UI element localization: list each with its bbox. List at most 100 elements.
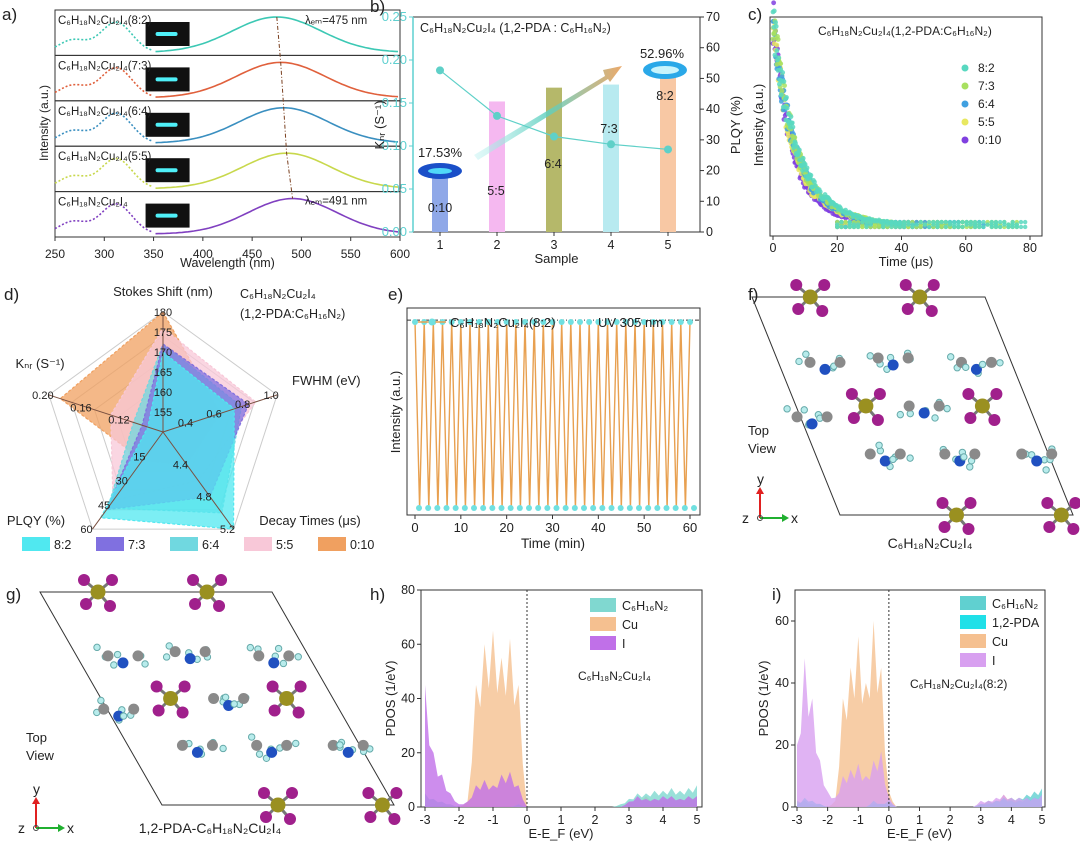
sample-glow bbox=[155, 77, 178, 82]
x-tick-label: 20 bbox=[499, 520, 513, 535]
iodine-atom bbox=[790, 279, 803, 291]
x-tick-label: 2 bbox=[947, 813, 954, 827]
nitrogen-atom bbox=[342, 746, 354, 758]
x-tick-label: 30 bbox=[545, 520, 559, 535]
carbon-atom bbox=[208, 693, 220, 704]
nitrogen-atom bbox=[970, 363, 982, 375]
hydrogen-atom bbox=[795, 357, 803, 366]
hydrogen-atom bbox=[906, 409, 914, 418]
decay-tail-point bbox=[847, 219, 852, 225]
iodine-atom bbox=[364, 811, 377, 823]
decay-tail-point bbox=[889, 219, 894, 225]
legend-swatch bbox=[22, 537, 50, 551]
trough-marker bbox=[425, 505, 432, 511]
peak-marker bbox=[503, 319, 510, 325]
x-tick-label: 250 bbox=[45, 247, 65, 261]
trough-marker bbox=[443, 505, 450, 511]
decay-point bbox=[778, 92, 784, 98]
decay-point bbox=[771, 8, 777, 14]
decay-tail-point bbox=[885, 222, 890, 227]
plot-frame bbox=[420, 589, 703, 808]
decay-point bbox=[784, 95, 789, 100]
iodine-atom bbox=[816, 305, 829, 317]
hydrogen-atom bbox=[966, 463, 974, 471]
chart-subtitle: (1,2-PDA:C₆H₁₆N₂) bbox=[240, 307, 345, 321]
decay-point bbox=[788, 114, 794, 120]
decay-tail-point bbox=[860, 219, 865, 225]
decay-tail-point bbox=[835, 222, 840, 227]
x-tick-label: -2 bbox=[822, 813, 833, 827]
legend-swatch bbox=[590, 598, 616, 612]
decay-tail-point bbox=[956, 219, 961, 225]
decay-tail-point bbox=[972, 219, 978, 225]
knr-point bbox=[493, 111, 501, 120]
panel-label: h) bbox=[370, 585, 385, 604]
panel-c-decay-chart: 8:2 7:3 6:4 5:5 0:10 C₆H₁₈N₂Cu₂I₄(1,2-PDA:C₆H… bbox=[751, 0, 1043, 269]
nitrogen-atom bbox=[268, 657, 280, 669]
annotation-label: UV 305 nm bbox=[598, 315, 663, 330]
hydrogen-atom bbox=[279, 659, 288, 668]
radar-tick-label: 175 bbox=[154, 327, 172, 339]
trough-marker bbox=[672, 505, 679, 511]
iodine-atom bbox=[964, 412, 977, 424]
carbon-atom bbox=[834, 356, 846, 368]
peak-marker bbox=[613, 319, 620, 325]
x-tick-label: 400 bbox=[193, 247, 213, 261]
hydrogen-atom bbox=[165, 642, 173, 650]
hydrogen-atom bbox=[113, 650, 122, 659]
x-tick-label: 80 bbox=[1023, 241, 1037, 255]
panel-label: g) bbox=[6, 585, 21, 604]
decay-tail-point bbox=[1018, 219, 1024, 225]
carbon-atom bbox=[281, 739, 293, 751]
copper-atom bbox=[858, 398, 874, 414]
iodine-atom bbox=[818, 279, 831, 291]
panel-a-emission-spectra: C₆H₁₈N₂Cu₂I₄(8:2) C₆H₁₈N₂Cu₂I₄(7:3) C₆H₁₈N… bbox=[37, 9, 410, 270]
iodine-atom bbox=[187, 574, 200, 586]
hydrogen-atom bbox=[802, 350, 810, 358]
radar-axis-label: Stokes Shift (nm) bbox=[113, 284, 213, 299]
decay-tail-point bbox=[989, 219, 994, 225]
decay-point bbox=[775, 37, 781, 42]
carbon-atom bbox=[985, 356, 997, 368]
panel-label: b) bbox=[370, 0, 385, 16]
decay-tail-point bbox=[906, 219, 911, 225]
decay-tail-point bbox=[918, 219, 923, 225]
legend-swatch bbox=[318, 537, 346, 551]
x-tick-label: 3 bbox=[977, 813, 984, 827]
plqy-bar bbox=[603, 84, 619, 232]
nitrogen-atom bbox=[819, 363, 831, 375]
legend-marker bbox=[961, 64, 969, 72]
decay-tail-point bbox=[993, 219, 999, 225]
y-tick-label: 0.10 bbox=[382, 138, 407, 153]
x-tick-label: 450 bbox=[242, 247, 262, 261]
panel-b-plqy-knr-chart: 0.00 0.05 0.10 0.15 0.20 0.25 0 10 20 30 40 50 60 70 1… bbox=[372, 9, 743, 266]
decay-point bbox=[772, 52, 778, 58]
decay-tail-point bbox=[926, 224, 932, 230]
carbon-atom bbox=[98, 703, 110, 715]
y-arrow-head bbox=[756, 487, 764, 494]
peak-marker bbox=[577, 319, 583, 325]
legend-marker bbox=[428, 318, 436, 326]
peak-marker bbox=[622, 319, 629, 325]
peak-marker bbox=[549, 319, 556, 325]
trough-marker bbox=[681, 505, 688, 511]
copper-atom bbox=[974, 398, 990, 414]
x-tick-label: 1 bbox=[916, 813, 923, 827]
z-axis-marker bbox=[33, 825, 39, 831]
decay-tail-point bbox=[922, 222, 928, 227]
radar-tick-label: 1.0 bbox=[263, 390, 278, 402]
decay-point bbox=[790, 124, 796, 130]
y-tick-label: 0 bbox=[408, 800, 415, 814]
x-tick-label: 550 bbox=[341, 247, 361, 261]
legend-label: 0:10 bbox=[350, 538, 374, 552]
copper-atom bbox=[1053, 507, 1069, 523]
trough-marker bbox=[498, 505, 505, 511]
decay-point bbox=[781, 79, 787, 84]
unit-cell bbox=[751, 296, 1074, 516]
x-tick-label: -3 bbox=[791, 813, 802, 827]
plqy-bar bbox=[432, 178, 448, 232]
nitrogen-atom bbox=[266, 746, 278, 758]
x-tick-label: 5 bbox=[665, 238, 672, 252]
knr-point bbox=[664, 145, 672, 154]
